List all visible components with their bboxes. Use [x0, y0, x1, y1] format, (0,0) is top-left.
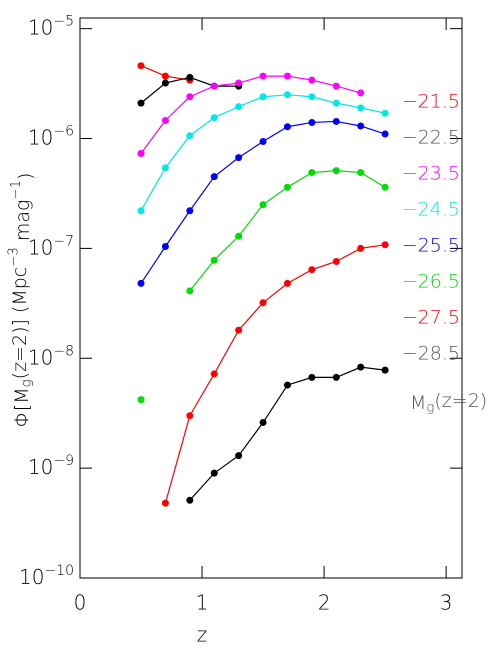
data-point — [357, 363, 365, 371]
data-point — [381, 130, 389, 138]
data-point — [186, 207, 194, 215]
data-point — [137, 207, 145, 215]
data-point — [186, 496, 194, 504]
data-point — [137, 396, 145, 404]
data-point — [210, 256, 218, 264]
data-point — [161, 499, 169, 507]
data-point — [381, 241, 389, 249]
data-point — [186, 132, 194, 140]
data-point — [308, 93, 316, 101]
y-tick-label: 10−8​ — [28, 343, 74, 369]
data-point — [137, 279, 145, 287]
data-point — [332, 257, 340, 265]
series-line — [164, 244, 386, 504]
data-point — [186, 287, 194, 295]
y-tick-label: 10−6​ — [28, 124, 74, 150]
data-point — [381, 109, 389, 117]
data-point — [235, 79, 243, 87]
data-point — [259, 419, 267, 427]
data-point — [283, 279, 291, 287]
data-point — [332, 373, 340, 381]
data-point — [186, 412, 194, 420]
data-point — [357, 169, 365, 177]
data-point — [357, 244, 365, 252]
legend-label: −25.5 — [402, 235, 460, 257]
data-point — [283, 123, 291, 131]
data-point — [161, 79, 169, 87]
data-point — [308, 76, 316, 84]
data-point — [283, 183, 291, 191]
data-point — [137, 150, 145, 158]
series-line — [140, 94, 386, 212]
data-point — [235, 103, 243, 111]
data-point — [210, 173, 218, 181]
x-axis-label: z — [197, 623, 208, 647]
data-point — [210, 114, 218, 122]
data-point — [332, 117, 340, 125]
annotation: Mg​(z=2) — [410, 390, 487, 416]
data-point — [259, 93, 267, 101]
data-point — [210, 370, 218, 378]
data-point — [161, 243, 169, 251]
legend-label: −24.5 — [402, 199, 460, 221]
legend-label: −27.5 — [402, 307, 460, 329]
data-point — [235, 154, 243, 162]
data-point — [210, 469, 218, 477]
data-point — [308, 118, 316, 126]
x-tick-label: 2 — [318, 591, 331, 615]
data-point — [308, 373, 316, 381]
data-point — [332, 82, 340, 90]
data-point — [357, 89, 365, 97]
legend-label: −26.5 — [402, 271, 460, 293]
data-point — [259, 137, 267, 145]
legend-label: −28.5 — [402, 343, 460, 365]
legend-label: −21.5 — [402, 91, 460, 113]
data-point — [161, 72, 169, 80]
x-tick-label: 0 — [74, 591, 87, 615]
data-point — [259, 201, 267, 209]
legend-label: −23.5 — [402, 163, 460, 185]
x-tick-label: 1 — [196, 591, 209, 615]
data-point — [161, 164, 169, 172]
data-point — [308, 169, 316, 177]
data-point — [235, 326, 243, 334]
data-point — [381, 183, 389, 191]
data-point — [137, 99, 145, 107]
data-point — [357, 104, 365, 112]
y-tick-label: 10−5​ — [28, 14, 74, 40]
data-point — [332, 99, 340, 107]
y-tick-label: 10−9​ — [28, 453, 74, 479]
data-point — [357, 122, 365, 130]
data-point — [308, 266, 316, 274]
data-point — [161, 116, 169, 124]
data-point — [137, 62, 145, 70]
series-line — [140, 75, 361, 154]
data-point — [235, 452, 243, 460]
plot-frame — [79, 17, 463, 579]
y-tick-label: 10−10​ — [19, 563, 74, 589]
data-point — [235, 232, 243, 240]
x-tick-label: 3 — [440, 591, 453, 615]
data-point — [283, 72, 291, 80]
data-point — [186, 73, 194, 81]
data-point — [283, 91, 291, 99]
data-point — [259, 72, 267, 80]
data-point — [332, 167, 340, 175]
data-point — [283, 381, 291, 389]
y-axis-label: Φ[Mg​(z=2)] (Mpc−3​ mag−1​) — [6, 173, 36, 428]
data-point — [259, 299, 267, 307]
y-tick-label: 10−7​ — [28, 233, 74, 259]
data-point — [381, 366, 389, 374]
data-point — [210, 82, 218, 90]
legend-label: −22.5 — [402, 127, 460, 149]
data-point — [186, 93, 194, 101]
